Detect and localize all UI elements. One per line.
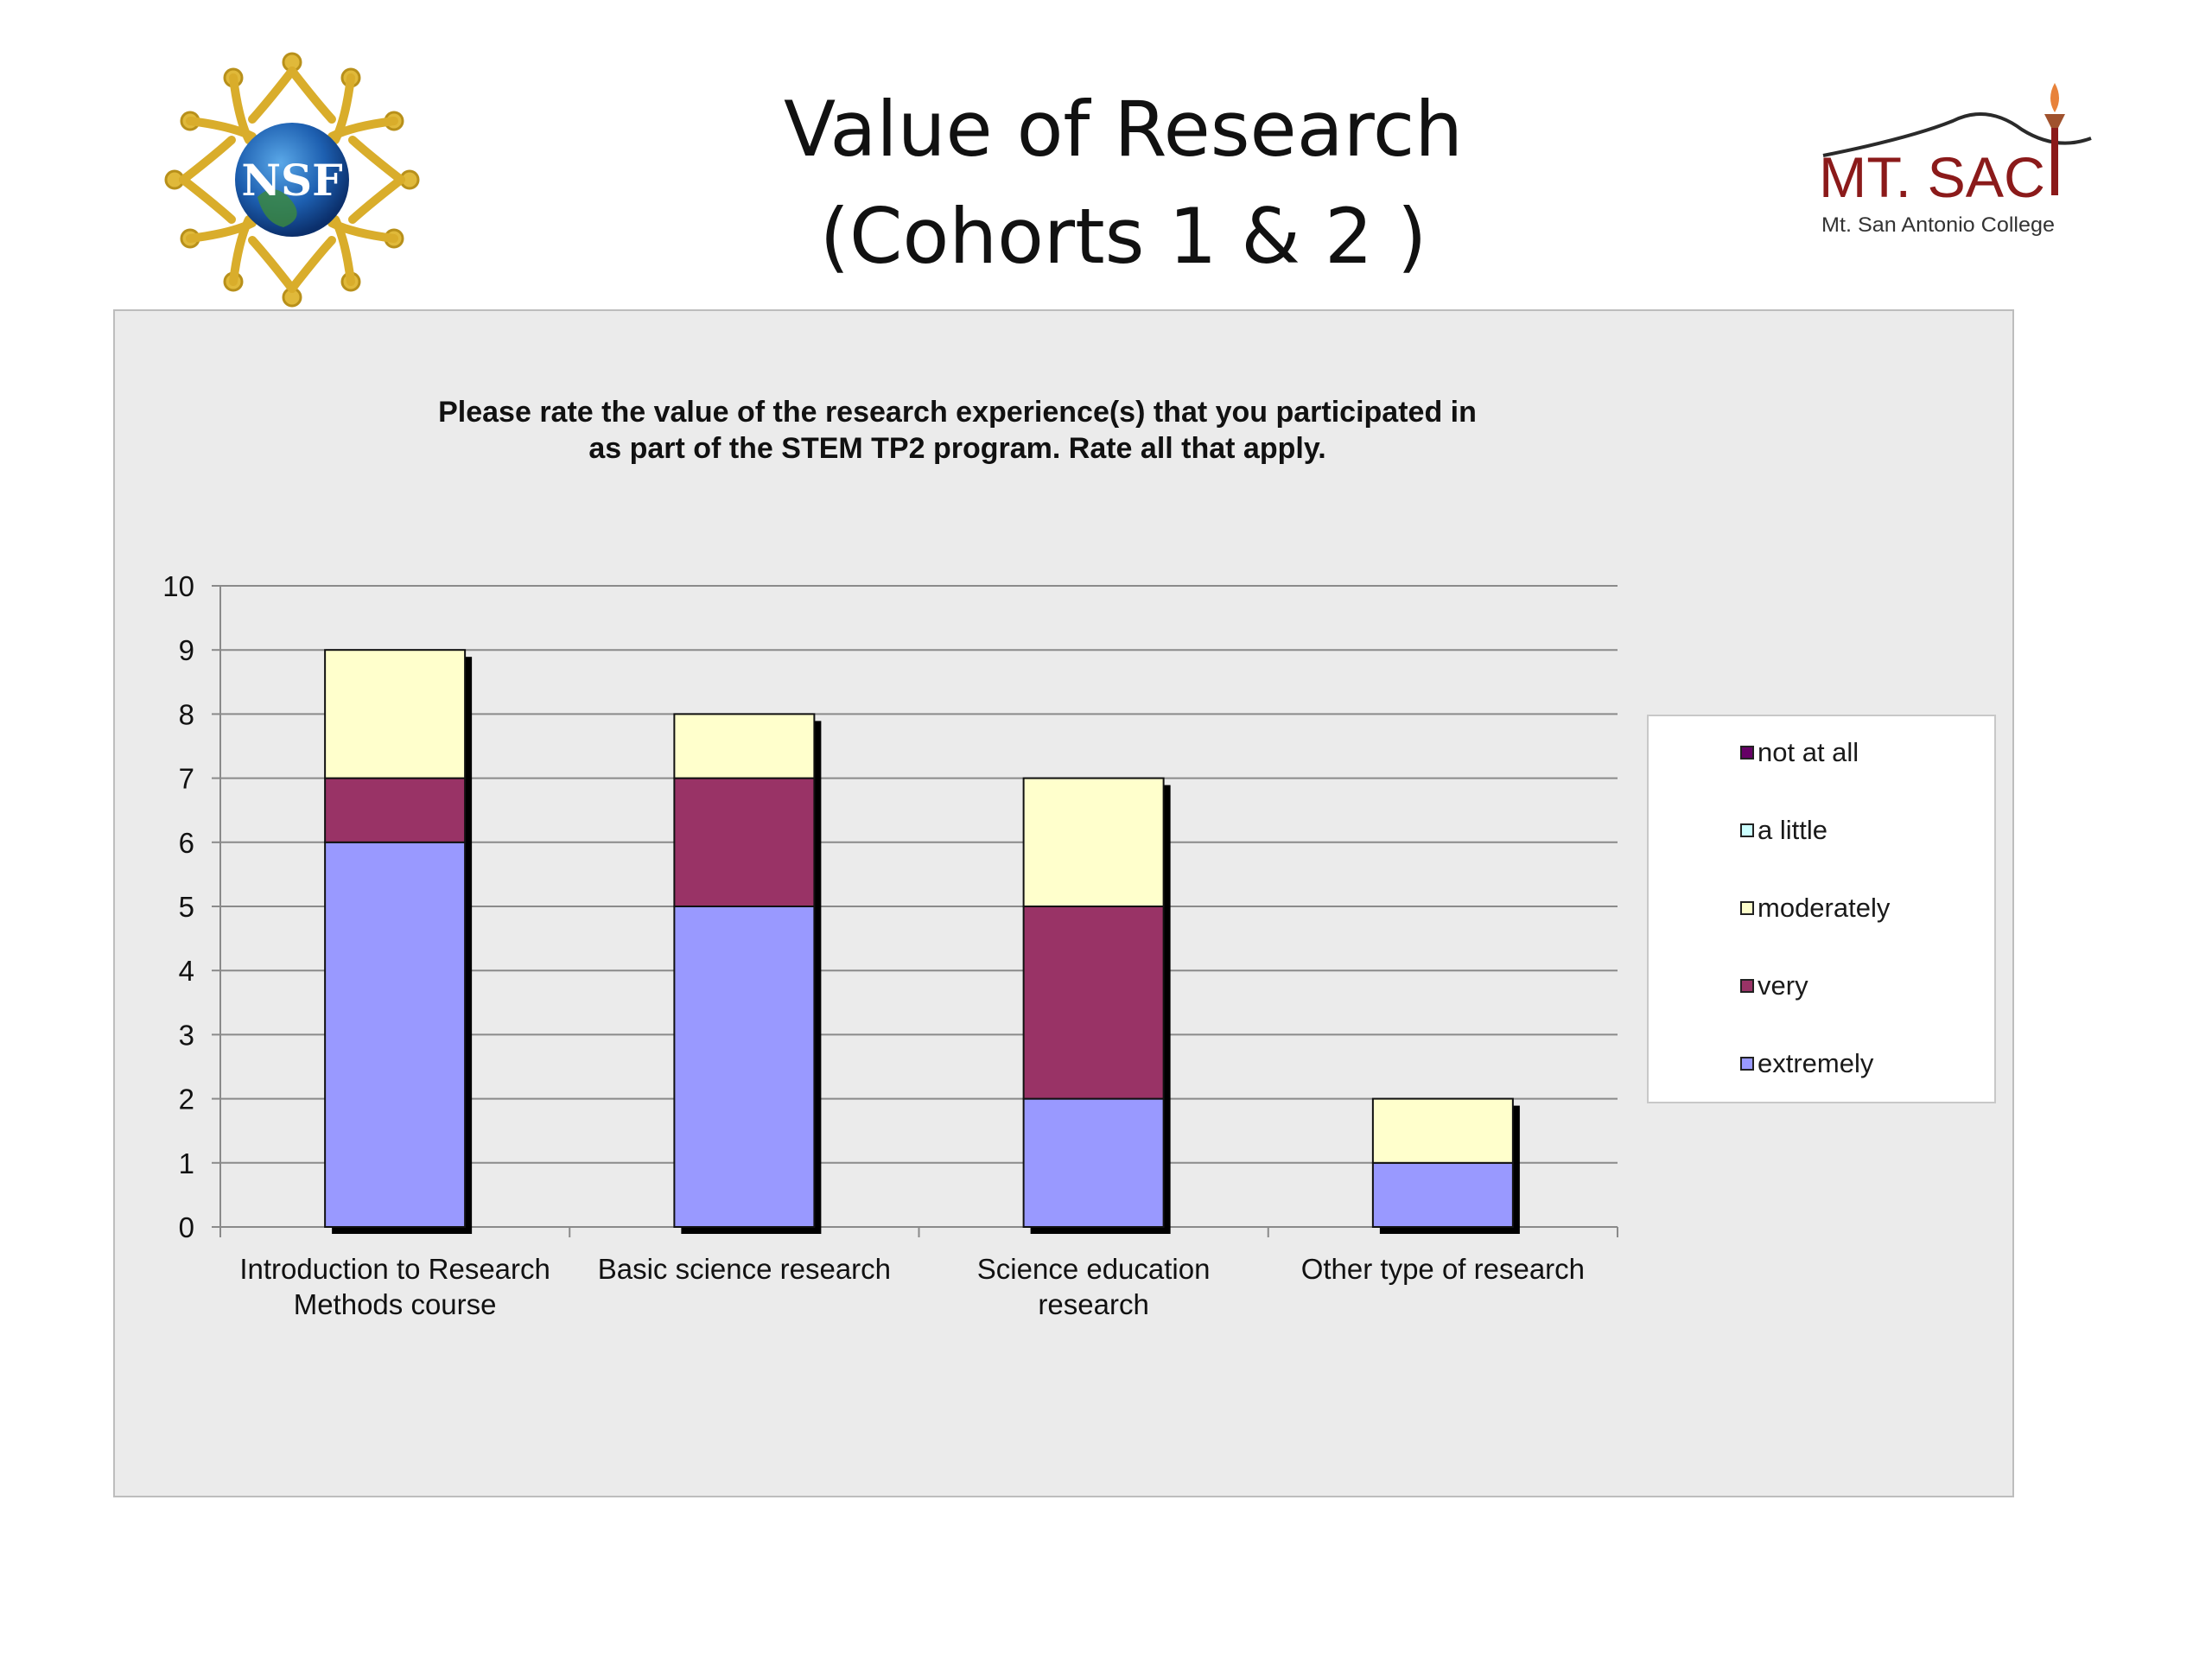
y-tick-label: 9 <box>179 634 194 666</box>
x-category-label: Science education <box>977 1253 1211 1285</box>
y-tick-label: 6 <box>179 827 194 859</box>
legend-label: a little <box>1758 815 1827 845</box>
x-category-label: Introduction to Research <box>239 1253 550 1285</box>
slide-title: Value of Research (Cohorts 1 & 2 ) <box>605 76 1642 290</box>
legend-swatch <box>1740 746 1754 760</box>
x-category-label: research <box>1038 1288 1148 1320</box>
y-tick-label: 8 <box>179 698 194 730</box>
y-tick-label: 3 <box>179 1019 194 1051</box>
nsf-sun-rays <box>164 52 420 308</box>
legend-swatch <box>1740 901 1754 915</box>
y-tick-label: 5 <box>179 891 194 923</box>
bar-segment-moderately <box>1022 777 1165 907</box>
y-tick-label: 7 <box>179 763 194 795</box>
mtsac-logo-subtext: Mt. San Antonio College <box>1821 213 2055 237</box>
y-tick-label: 4 <box>179 955 194 987</box>
bar-segment-moderately <box>1371 1097 1514 1164</box>
slide-title-line-2: (Cohorts 1 & 2 ) <box>819 192 1427 281</box>
legend-item: extremely <box>1740 1046 1873 1081</box>
nsf-globe-land <box>257 189 297 227</box>
legend-item: moderately <box>1740 891 1890 925</box>
slide-title-line-1: Value of Research <box>783 85 1464 174</box>
chart-legend: not at all a little moderately very extremel… <box>1647 715 1996 1103</box>
bar-segment-very <box>673 777 816 907</box>
x-category-label: Basic science research <box>598 1253 891 1285</box>
mtsac-logo-text: MT. SAC <box>1819 145 2045 209</box>
bar-segment-very <box>324 777 467 843</box>
torch-icon <box>2044 83 2065 195</box>
x-category-label: Methods course <box>294 1288 497 1320</box>
y-tick-label: 10 <box>162 570 194 602</box>
bar-segment-moderately <box>673 713 816 779</box>
bar-segment-extremely <box>1022 1097 1165 1228</box>
bar-segment-extremely <box>1371 1161 1514 1229</box>
legend-item: not at all <box>1740 735 1859 770</box>
y-tick-label: 1 <box>179 1147 194 1179</box>
chart-title-line: as part of the STEM TP2 program. Rate al… <box>588 432 1325 465</box>
y-tick-label: 0 <box>179 1211 194 1243</box>
bar-segment-extremely <box>673 906 816 1228</box>
nsf-logo-text: NSF <box>241 155 342 206</box>
mtsac-logo: MT. SAC Mt. San Antonio College <box>1819 83 2092 237</box>
legend-swatch <box>1740 979 1754 993</box>
y-tick-label: 2 <box>179 1084 194 1116</box>
nsf-logo: NSF <box>164 52 420 308</box>
bar-segment-very <box>1022 906 1165 1100</box>
legend-item: very <box>1740 969 1808 1003</box>
legend-label: not at all <box>1758 737 1859 767</box>
chart-title-line: Please rate the value of the research ex… <box>438 396 1477 429</box>
legend-label: extremely <box>1758 1048 1874 1078</box>
legend-swatch <box>1740 823 1754 837</box>
legend-swatch <box>1740 1057 1754 1071</box>
x-category-label: Other type of research <box>1301 1253 1585 1285</box>
legend-label: moderately <box>1758 893 1891 923</box>
legend-item: a little <box>1740 813 1827 848</box>
bar-segment-moderately <box>324 649 467 779</box>
bar-segment-extremely <box>324 841 467 1228</box>
legend-label: very <box>1758 970 1808 1001</box>
